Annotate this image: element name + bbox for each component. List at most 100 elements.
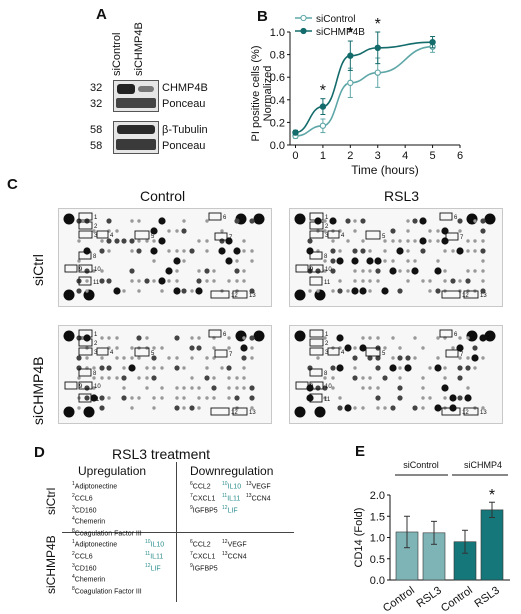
array-spot — [242, 386, 246, 390]
array-spot — [367, 355, 373, 361]
table-entry: 11IL11 — [222, 492, 241, 504]
array-spot — [130, 279, 134, 283]
array-spot — [175, 269, 179, 273]
array-spot — [205, 396, 209, 400]
array-spot — [466, 239, 470, 243]
x-tick-label-group: Control — [381, 585, 417, 611]
y-tick-label: 2.0 — [370, 490, 385, 502]
array-spot — [137, 279, 141, 283]
array-spot — [250, 249, 254, 253]
array-spot — [181, 228, 187, 234]
array-spot — [397, 288, 403, 294]
array-spot — [329, 217, 337, 225]
array-spot — [121, 238, 127, 244]
legend-marker — [300, 27, 307, 35]
array-spot — [137, 356, 141, 360]
array-spot — [152, 406, 156, 410]
entry-label: Adiptonectine — [74, 541, 118, 549]
highlight-box — [309, 347, 324, 356]
highlight-box — [439, 212, 453, 221]
highlight-box — [210, 290, 230, 299]
table-entry: 11IL11 — [145, 550, 164, 562]
array-spot — [100, 376, 104, 380]
group-label: siCHMP4 — [464, 460, 502, 470]
entry-label: Coagulation Factor III — [74, 588, 142, 596]
array-spot — [107, 336, 111, 340]
reference-spot — [314, 406, 326, 418]
array-spot — [92, 366, 96, 370]
significance-star: * — [347, 25, 353, 42]
significance-star: * — [489, 487, 495, 504]
panel-letter-e: E — [355, 443, 366, 460]
table-entry: 4Chemerin — [72, 573, 142, 585]
entry-number: 11 — [222, 492, 228, 499]
entry-label: CCL2 — [192, 541, 211, 549]
array-spot — [456, 247, 464, 255]
array-spot — [234, 218, 240, 224]
table-entry: 12VEGF — [222, 538, 247, 550]
array-spot — [361, 269, 365, 273]
y-axis-label-line-1: PI positive cells (%) — [250, 46, 262, 142]
array-spot — [466, 356, 470, 360]
highlight-box-number: 6 — [223, 332, 227, 338]
highlight-box — [463, 407, 479, 416]
array-spot — [197, 239, 201, 243]
array-spot — [77, 406, 81, 410]
highlight-box — [309, 212, 324, 221]
array-spot — [374, 257, 382, 265]
entry-number: 7 — [190, 550, 193, 557]
y-tick-label: 0.4 — [270, 95, 285, 107]
array-spot — [480, 228, 486, 234]
panel-letter-b: B — [257, 8, 268, 25]
array-spot — [336, 334, 344, 342]
mw-label: 32 — [90, 98, 103, 110]
array-spot — [353, 219, 357, 223]
entry-number: 8 — [72, 528, 75, 535]
array-spot — [175, 396, 179, 400]
array-spot — [413, 336, 417, 340]
table-entry: 2CCL6 — [72, 492, 142, 504]
reference-spot — [294, 406, 306, 418]
highlight-box-number: 9 — [310, 384, 314, 390]
array-spot — [182, 219, 186, 223]
highlight-box — [78, 251, 92, 260]
array-spot — [150, 247, 158, 255]
array-spot — [351, 287, 359, 295]
highlight-box — [78, 264, 93, 273]
highlight-box — [309, 368, 323, 377]
array-spot — [235, 259, 239, 263]
lane-label-sichmp4b: siCHMP4B — [133, 22, 145, 76]
array-spot — [76, 355, 82, 361]
legend-marker — [300, 14, 307, 22]
array-spot — [353, 406, 357, 410]
highlight-box-number: 10 — [94, 267, 101, 273]
array-spot — [404, 364, 412, 372]
array-spot — [361, 376, 365, 380]
entry-label: CD160 — [74, 506, 97, 514]
array-spot — [190, 289, 194, 293]
array-spot — [323, 259, 327, 263]
array-spot — [151, 355, 157, 361]
array-spot — [160, 386, 164, 390]
highlight-box — [441, 290, 461, 299]
entry-label: IGFBP5 — [192, 564, 218, 572]
highlight-box-number: 3 — [94, 233, 98, 239]
array-spot — [361, 336, 365, 340]
array-spot — [473, 249, 477, 253]
reference-spot — [294, 289, 306, 301]
highlight-box-number: 4 — [341, 350, 345, 356]
table-entry: 3CD160 — [72, 562, 142, 574]
array-spot — [226, 365, 232, 371]
array-spot — [314, 217, 322, 225]
reference-spot — [63, 213, 75, 225]
array-spot — [220, 366, 224, 370]
array-spot — [182, 366, 186, 370]
array-spot — [428, 229, 432, 233]
array-spot — [92, 229, 96, 233]
array-spot — [205, 356, 209, 360]
x-tick-label: Control — [439, 585, 475, 611]
array-spot — [338, 249, 342, 253]
array-spot — [441, 237, 449, 245]
array-spot — [307, 238, 313, 244]
array-spot — [465, 278, 471, 284]
